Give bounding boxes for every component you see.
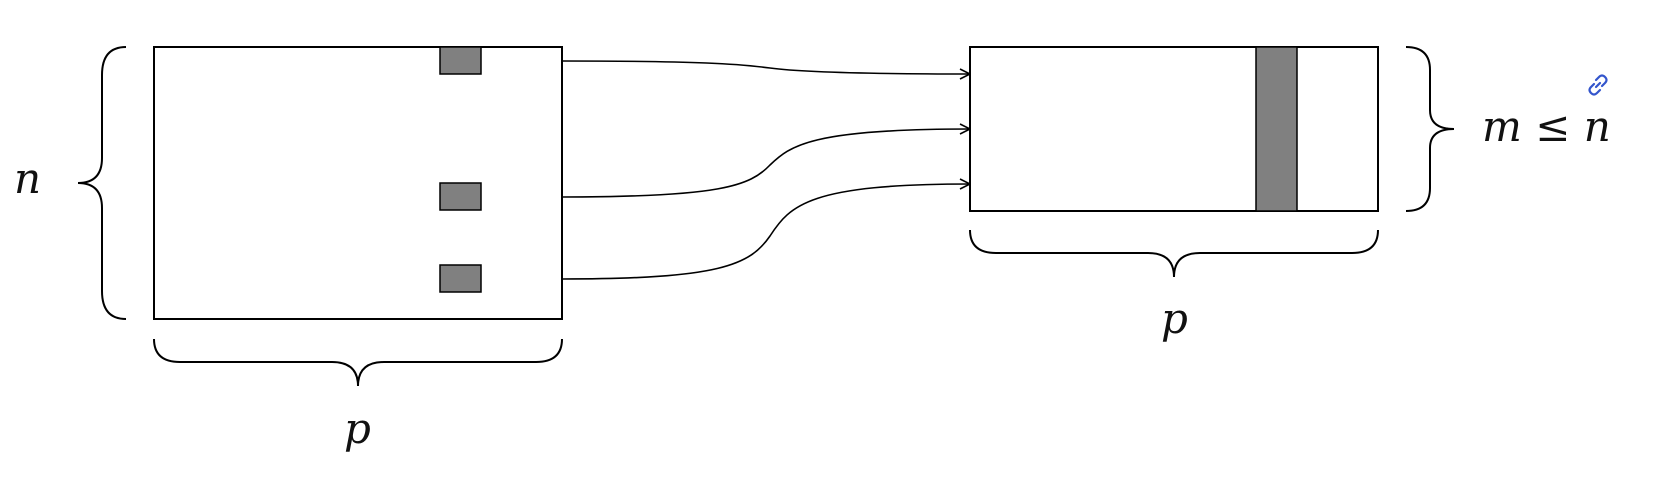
brace-left-n [77,46,127,320]
selected-row-block-1 [439,46,482,75]
label-p-right: p [1161,294,1188,343]
label-p-left: p [344,404,371,453]
label-m: m [1482,102,1522,151]
right-matrix [969,46,1379,212]
arrow-row-3 [561,184,970,280]
brace-bottom-left-p [153,338,563,387]
left-matrix [153,46,563,320]
brace-bottom-right-p [969,229,1379,278]
arrow-row-2 [561,129,970,198]
selected-row-block-3 [439,264,482,293]
arrow-row-1 [561,60,970,74]
selected-row-block-2 [439,182,482,211]
brace-right-m [1405,46,1455,212]
label-le: ≤ [1535,102,1571,151]
label-m-le-n: m ≤ n [1482,106,1611,148]
selected-column-block [1255,46,1298,212]
label-n-right: n [1583,102,1611,151]
label-n: n [14,154,42,203]
link-icon[interactable] [1585,72,1611,98]
